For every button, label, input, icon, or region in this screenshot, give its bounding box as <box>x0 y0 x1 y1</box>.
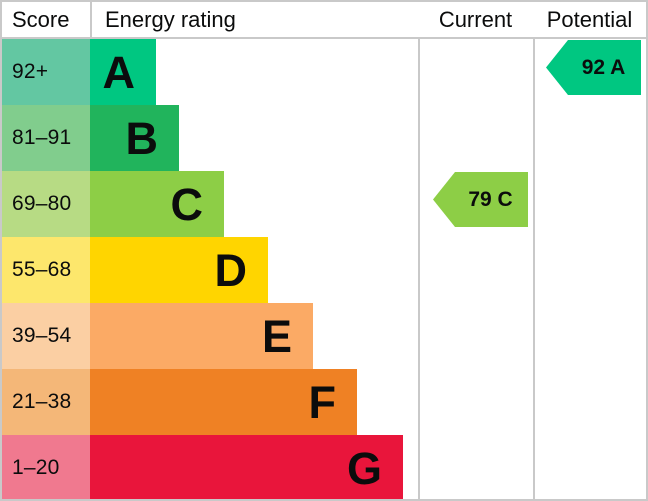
score-range-e: 39–54 <box>2 303 90 369</box>
band-letter-e: E <box>261 310 292 362</box>
score-range-d: 55–68 <box>2 237 90 303</box>
score-range-g: 1–20 <box>2 435 90 499</box>
band-row-d: 55–68 D <box>2 237 646 303</box>
potential-rating-label: 92 A <box>581 55 626 79</box>
score-range-c: 69–80 <box>2 171 90 237</box>
potential-column-header: Potential <box>546 7 633 32</box>
band-row-e: 39–54 E <box>2 303 646 369</box>
band-row-a: 92+ A <box>2 39 646 105</box>
current-column-divider <box>418 2 420 499</box>
score-range-a: 92+ <box>2 39 90 105</box>
band-letter-c: C <box>170 178 204 230</box>
score-range-f: 21–38 <box>2 369 90 435</box>
current-column-header: Current <box>438 7 513 32</box>
rating-bar-f: F <box>90 369 357 435</box>
band-letter-b: B <box>125 112 159 164</box>
potential-rating-arrow: 92 A <box>546 40 641 95</box>
band-letter-g: G <box>346 442 382 494</box>
band-row-c: 69–80 C <box>2 171 646 237</box>
band-rows: 92+ A 81–91 B 69–80 C 55–68 D 39–54 E 21–38 F 1–20 G <box>2 39 646 499</box>
band-row-g: 1–20 G <box>2 435 646 499</box>
current-rating-label: 79 C <box>468 187 513 211</box>
rating-bar-c: C <box>90 171 224 237</box>
band-letter-f: F <box>308 376 337 428</box>
band-row-f: 21–38 F <box>2 369 646 435</box>
band-letter-d: D <box>214 244 248 296</box>
band-letter-a: A <box>102 46 136 98</box>
rating-bar-d: D <box>90 237 268 303</box>
energy-rating-column-header: Energy rating <box>105 7 236 32</box>
score-column-divider <box>90 2 92 37</box>
header-row: Score Energy rating Current Potential <box>2 2 646 39</box>
band-row-b: 81–91 B <box>2 105 646 171</box>
current-rating-arrow: 79 C <box>433 172 528 227</box>
rating-bar-b: B <box>90 105 179 171</box>
rating-bar-g: G <box>90 435 403 499</box>
score-column-header: Score <box>12 7 70 32</box>
rating-bar-a: A <box>90 39 156 105</box>
potential-column-divider <box>533 2 535 499</box>
rating-bar-e: E <box>90 303 313 369</box>
score-range-b: 81–91 <box>2 105 90 171</box>
